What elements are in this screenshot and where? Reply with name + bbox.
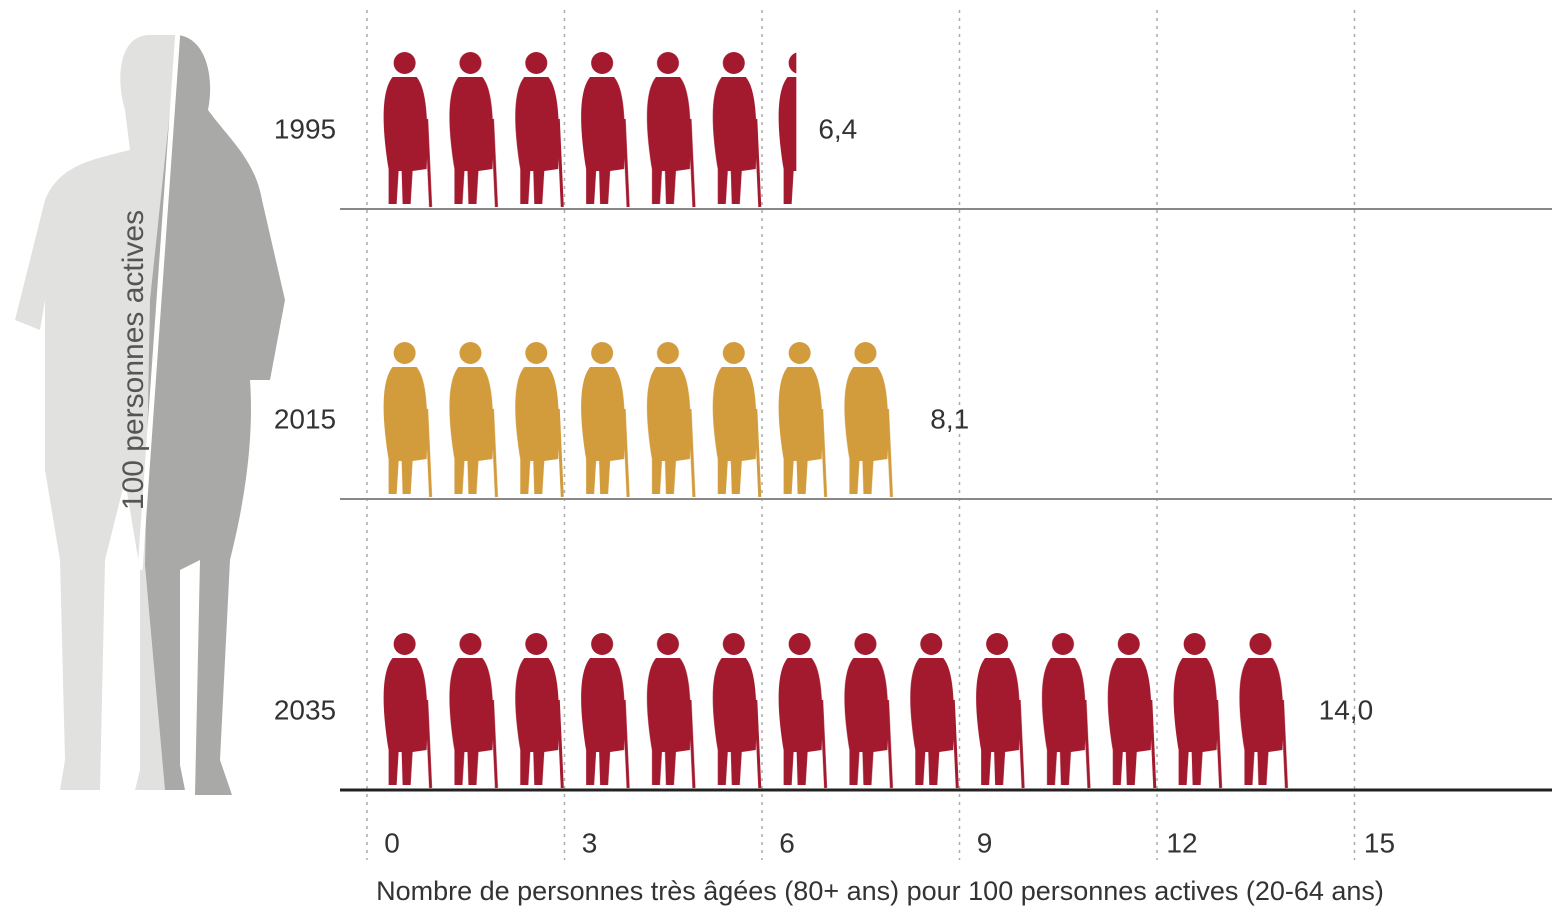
y-category-label: 2035 bbox=[274, 694, 336, 725]
reference-figures: 100 personnes actives bbox=[15, 29, 285, 795]
figures-bar bbox=[375, 49, 797, 209]
man-silhouette bbox=[15, 35, 178, 790]
value-label: 6,4 bbox=[818, 113, 857, 144]
x-axis-label: Nombre de personnes très âgées (80+ ans)… bbox=[376, 876, 1384, 906]
woman-silhouette bbox=[145, 35, 285, 795]
value-label: 14,0 bbox=[1319, 694, 1374, 725]
x-tick-label: 9 bbox=[977, 827, 993, 858]
side-label: 100 personnes actives bbox=[117, 210, 150, 510]
y-category-label: 2015 bbox=[274, 403, 336, 434]
x-tick-label: 6 bbox=[779, 827, 795, 858]
y-category-label: 1995 bbox=[274, 113, 336, 144]
x-tick-label: 15 bbox=[1364, 827, 1395, 858]
x-tick-label: 12 bbox=[1166, 827, 1197, 858]
x-tick-label: 3 bbox=[582, 827, 598, 858]
divider bbox=[137, 29, 181, 571]
figures-bar bbox=[375, 630, 1297, 790]
value-label: 8,1 bbox=[930, 403, 969, 434]
figures-bar bbox=[375, 339, 909, 499]
x-tick-label: 0 bbox=[384, 827, 400, 858]
